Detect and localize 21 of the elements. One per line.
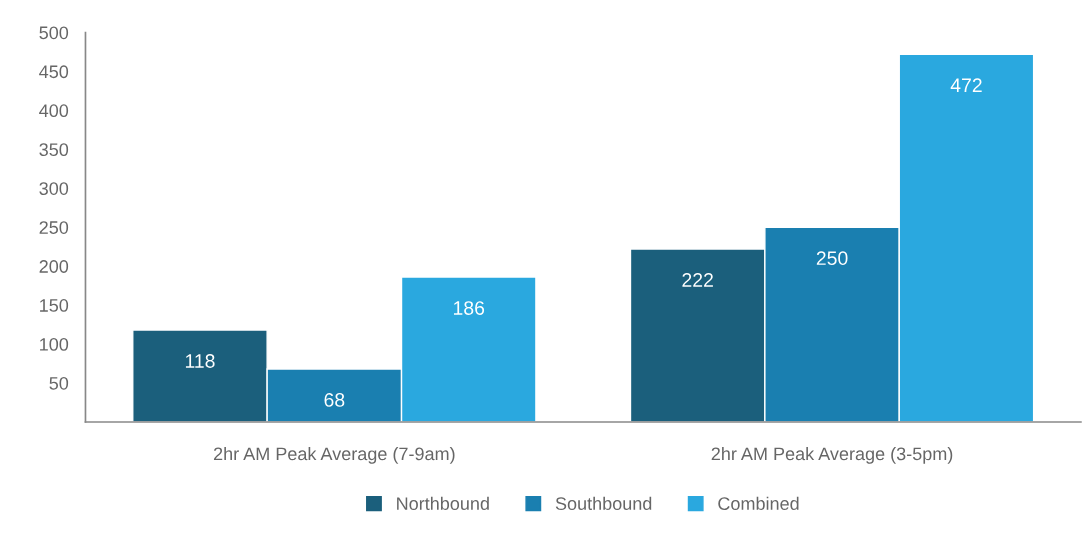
data-label: 250	[816, 251, 848, 266]
x-tick-label: 2hr AM Peak Average (3-5pm)	[711, 446, 953, 464]
y-tick-label: 150	[40, 299, 69, 312]
y-tick-label: 50	[49, 376, 69, 390]
y-tick-label: 350	[39, 143, 69, 157]
y-tick-label: 450	[39, 65, 69, 79]
data-label: 186	[453, 301, 485, 315]
y-tick-label: 200	[39, 260, 69, 273]
data-label: 222	[682, 273, 713, 287]
y-tick-label: 100	[40, 338, 69, 351]
y-tick-label: 250	[39, 221, 69, 234]
x-tick-label: 2hr AM Peak Average (7-9am)	[213, 446, 455, 464]
data-label: 118	[185, 354, 215, 368]
data-label: 472	[950, 78, 982, 92]
y-tick-label: 500	[39, 26, 69, 40]
legend-label: Northbound	[397, 496, 489, 511]
legend-label: Combined	[718, 496, 799, 511]
y-tick-label: 400	[39, 104, 69, 118]
y-tick-label: 300	[39, 182, 69, 195]
data-label: 68	[324, 393, 345, 407]
legend-label: Southbound	[555, 496, 652, 511]
